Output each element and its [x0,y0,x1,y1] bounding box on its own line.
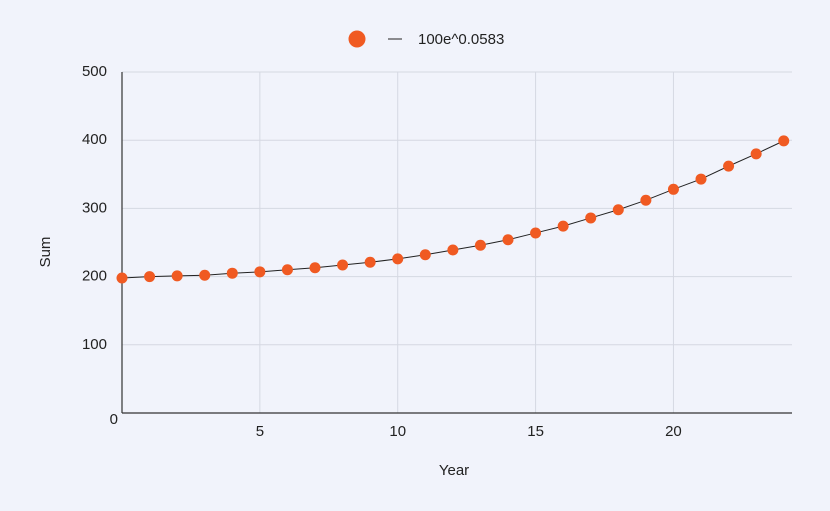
data-point [337,259,349,271]
data-point [392,253,404,265]
data-point [723,160,735,172]
data-point [309,262,321,274]
data-point [557,220,569,232]
data-point [695,173,707,185]
legend-marker [348,30,366,48]
data-point [144,271,156,283]
y-tick-label: 200 [82,268,107,285]
y-tick-label: 0 [110,411,118,428]
data-point [750,148,762,160]
data-point [419,249,431,261]
data-point [364,256,376,268]
x-tick-label: 10 [389,423,406,440]
y-tick-label: 100 [82,336,107,353]
legend-label: 100e^0.0583 [418,31,504,48]
y-tick-label: 400 [82,131,107,148]
x-tick-label: 15 [527,423,544,440]
data-point [640,194,652,206]
data-point [778,135,790,147]
data-point [281,264,293,276]
y-axis-label: Sum [37,237,54,268]
data-point [612,204,624,216]
x-tick-label: 20 [665,423,682,440]
data-point [226,267,238,279]
data-point [585,212,597,224]
data-point [667,183,679,195]
data-point [474,239,486,251]
x-axis-label: Year [439,462,469,479]
data-point [447,244,459,256]
y-tick-label: 500 [82,63,107,80]
data-point [530,227,542,239]
series-line [121,140,784,279]
data-point [199,269,211,281]
data-point [171,270,183,282]
x-tick-label: 5 [256,423,264,440]
data-point [116,272,128,284]
y-tick-label: 300 [82,199,107,216]
data-point [254,266,266,278]
data-point [502,234,514,246]
